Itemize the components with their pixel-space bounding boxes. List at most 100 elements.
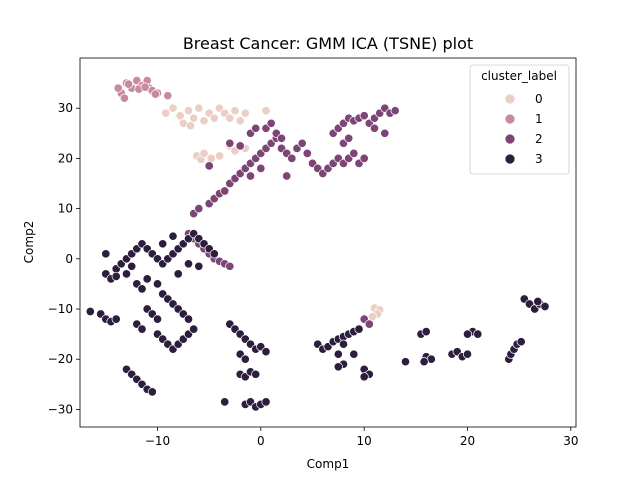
axes-frame	[79, 57, 577, 428]
x-tick-label: 10	[357, 434, 372, 448]
point-cluster-0-5	[194, 103, 204, 113]
x-tick-label: −10	[145, 434, 170, 448]
point-cluster-3-102	[462, 349, 473, 359]
point-cluster-3-88	[333, 362, 343, 372]
point-cluster-3-84	[354, 324, 364, 334]
point-cluster-2-68	[364, 319, 374, 329]
point-cluster-2-32	[359, 153, 369, 163]
y-axis-label: Comp2	[22, 221, 36, 264]
legend-label-3: 3	[535, 152, 543, 166]
point-cluster-2-21	[302, 148, 312, 158]
y-tick-label: 30	[58, 101, 73, 115]
y-tick-label: −10	[48, 302, 73, 316]
point-cluster-3-121	[183, 259, 194, 269]
point-cluster-0-0	[161, 108, 171, 118]
legend-marker-1	[504, 113, 516, 125]
point-cluster-3-123	[158, 239, 168, 249]
point-cluster-1-15	[113, 83, 123, 93]
point-cluster-2-5	[220, 186, 230, 196]
point-cluster-3-36	[183, 314, 194, 324]
point-cluster-2-40	[235, 141, 245, 151]
point-cluster-2-55	[380, 128, 390, 138]
point-cluster-2-66	[225, 261, 235, 271]
point-cluster-3-115	[540, 301, 550, 312]
point-cluster-3-116	[533, 296, 543, 307]
points-layer	[85, 76, 550, 412]
point-cluster-0-21	[206, 153, 216, 163]
point-cluster-3-93	[400, 357, 411, 367]
point-cluster-1-11	[124, 79, 134, 89]
point-cluster-2-70	[245, 171, 256, 181]
point-cluster-3-125	[194, 261, 204, 271]
point-cluster-3-4	[111, 314, 121, 324]
point-cluster-0-15	[261, 106, 271, 116]
y-tick-label: −20	[48, 352, 73, 366]
point-cluster-2-57	[344, 133, 354, 143]
point-cluster-1-13	[140, 82, 150, 92]
point-cluster-2-36	[266, 118, 276, 128]
point-cluster-3-41	[137, 324, 147, 334]
legend-marker-3	[504, 153, 516, 165]
point-cluster-3-92	[359, 372, 369, 382]
point-cluster-3-29	[142, 274, 152, 284]
x-tick-label: 20	[460, 434, 475, 448]
point-cluster-0-29	[367, 312, 377, 322]
point-cluster-3-122	[173, 269, 183, 279]
y-axis: −30 −20 −10 0 10 20 30	[48, 101, 80, 416]
point-cluster-3-56	[220, 397, 230, 407]
chart-title: Breast Cancer: GMM ICA (TSNE) plot	[183, 34, 473, 53]
legend-label-0: 0	[535, 92, 543, 106]
point-cluster-1-14	[150, 89, 160, 99]
x-tick-label: 0	[257, 434, 265, 448]
legend-marker-0	[504, 93, 516, 105]
legend-label-2: 2	[535, 132, 543, 146]
point-cluster-3-49	[189, 324, 199, 334]
point-cluster-3-28	[137, 284, 147, 294]
point-cluster-2-54	[369, 123, 380, 133]
point-cluster-0-11	[225, 113, 235, 123]
legend-marker-2	[504, 133, 516, 145]
point-cluster-0-20	[199, 148, 209, 158]
point-cluster-3-65	[251, 369, 261, 379]
point-cluster-3-0	[85, 306, 95, 317]
point-cluster-3-98	[419, 357, 429, 367]
point-cluster-3-104	[473, 329, 483, 339]
point-cluster-2-20	[297, 138, 307, 148]
point-cluster-0-6	[199, 116, 209, 126]
legend-title: cluster_label	[481, 69, 557, 83]
point-cluster-2-38	[276, 133, 287, 143]
point-cluster-3-120	[127, 261, 137, 271]
point-cluster-3-89	[349, 349, 359, 359]
point-cluster-1-10	[119, 93, 129, 103]
y-tick-label: −30	[48, 402, 73, 416]
point-cluster-0-3	[183, 106, 194, 116]
x-tick-label: 30	[563, 434, 578, 448]
point-cluster-3-124	[168, 231, 178, 241]
point-cluster-3-105	[462, 329, 473, 339]
point-cluster-3-119	[121, 269, 132, 279]
point-cluster-3-39	[152, 314, 163, 324]
point-cluster-3-30	[152, 279, 163, 289]
point-cluster-2-69	[256, 163, 266, 173]
point-cluster-3-86	[333, 349, 343, 359]
point-cluster-3-85	[338, 339, 349, 349]
point-cluster-0-12	[230, 106, 240, 116]
legend-label-1: 1	[535, 112, 543, 126]
point-cluster-3-55	[147, 387, 157, 397]
x-axis-label: Comp1	[307, 457, 350, 471]
point-cluster-2-47	[359, 111, 369, 121]
point-cluster-0-8	[209, 113, 219, 123]
legend-box	[469, 64, 570, 175]
point-cluster-2-71	[282, 171, 292, 181]
point-cluster-0-13	[235, 116, 245, 126]
point-cluster-0-4	[189, 113, 199, 123]
point-cluster-0-17	[186, 121, 196, 131]
point-cluster-2-34	[251, 123, 261, 133]
point-cluster-3-61	[261, 397, 271, 407]
point-cluster-3-26	[209, 249, 219, 259]
point-cluster-0-22	[214, 151, 225, 161]
point-cluster-0-1	[168, 103, 178, 113]
point-cluster-3-95	[421, 327, 431, 337]
point-cluster-2-53	[390, 106, 400, 116]
